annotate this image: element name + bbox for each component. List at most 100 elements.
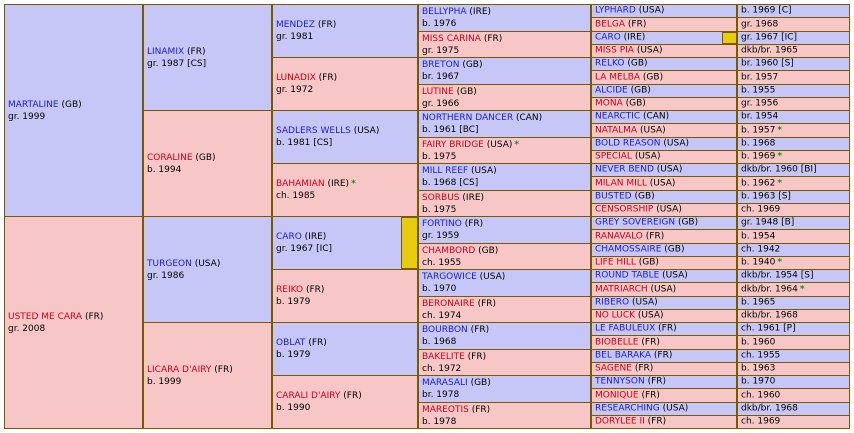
horse-cell: CENSORSHIP (USA): [591, 203, 737, 217]
horse-name-link[interactable]: RANAVALO: [595, 231, 643, 241]
horse-details: gr. 1967 [IC]: [276, 244, 333, 254]
horse-name-link[interactable]: LICARA D'AIRY: [147, 364, 212, 375]
horse-info: CENSORSHIP (USA): [595, 205, 734, 216]
horse-name-link[interactable]: LA MELBA: [595, 72, 641, 82]
horse-name-link[interactable]: CARO: [595, 32, 621, 43]
horse-name-link[interactable]: CHAMOSSAIRE: [595, 244, 662, 255]
horse-origin-text: (FR): [308, 338, 327, 348]
horse-details: b. 1954: [741, 231, 775, 242]
horse-info: TARGOWICE (USA) b. 1970: [422, 271, 588, 295]
horse-name-link[interactable]: CHAMBORD: [422, 245, 476, 256]
horse-name-link[interactable]: BAHAMIAN: [276, 179, 325, 189]
horse-name-link[interactable]: LIFE HILL: [595, 257, 636, 268]
horse-details: b. 1940 *: [741, 258, 782, 269]
horse-name-link[interactable]: MARTALINE: [8, 99, 59, 110]
horse-name-link[interactable]: BIOBELLE: [595, 337, 639, 347]
horse-name-link[interactable]: CARALI D'AIRY: [276, 391, 341, 401]
horse-name-link[interactable]: BRETON: [422, 60, 460, 70]
horse-name-line: TURGEON (USA): [147, 258, 269, 270]
horse-info: RIBERO (USA): [595, 298, 734, 309]
horse-cell: CARALI D'AIRY (FR) b. 1990: [272, 375, 418, 429]
horse-details: b. 1975: [422, 151, 457, 162]
horse-name-link[interactable]: NATALMA: [595, 125, 638, 135]
horse-name-link[interactable]: NEVER BEND: [595, 164, 654, 175]
horse-name-link[interactable]: BOLD REASON: [595, 138, 661, 149]
horse-name-link[interactable]: MAREOTIS: [422, 404, 469, 415]
horse-name-link[interactable]: MENDEZ: [276, 20, 315, 30]
horse-cell: MATRIARCH (USA): [591, 282, 737, 297]
horse-details: b. 1999: [147, 376, 182, 387]
horse-origin-text: (FR): [634, 363, 654, 374]
horse-info: SPECIAL (USA): [595, 152, 734, 163]
horse-name-link[interactable]: ROUND TABLE: [595, 270, 660, 281]
horse-details-cell: ch. 1961 [P]: [737, 322, 850, 336]
horse-name-link[interactable]: SPECIAL: [595, 151, 632, 162]
horse-name-link[interactable]: CENSORSHIP: [595, 204, 654, 215]
horse-details: b. 1976: [422, 19, 457, 29]
horse-name-link[interactable]: MONA: [595, 98, 623, 109]
star-icon: *: [351, 179, 356, 189]
horse-name-link[interactable]: RIBERO: [595, 297, 630, 308]
horse-name-link[interactable]: RELKO: [595, 58, 625, 69]
horse-name-link[interactable]: CARO: [276, 232, 302, 242]
horse-name-link[interactable]: BELLYPHA: [422, 7, 467, 17]
horse-details-cell: gr. 1956: [737, 97, 850, 111]
horse-name-link[interactable]: BERONAIRE: [422, 298, 475, 309]
horse-name-link[interactable]: MARASALI: [422, 378, 468, 388]
horse-origin-text: (GB): [638, 257, 659, 268]
horse-name-link[interactable]: MONIQUE: [595, 390, 639, 400]
horse-name-link[interactable]: BEL BARAKA: [595, 350, 652, 361]
horse-cell: MENDEZ (FR) gr. 1981: [272, 4, 418, 58]
horse-name-line: FAIRY BRIDGE (USA) *: [422, 139, 588, 151]
horse-info: CARO (IRE) gr. 1967 [IC]: [276, 231, 415, 255]
horse-name-link[interactable]: NORTHERN DANCER: [422, 113, 514, 123]
horse-name-link[interactable]: CORALINE: [147, 152, 193, 163]
horse-details: ch. 1961 [P]: [741, 324, 796, 335]
horse-name-link[interactable]: BAKELITE: [422, 351, 465, 362]
horse-name-link[interactable]: GREY SOVEREIGN: [595, 217, 676, 228]
horse-name-link[interactable]: FORTINO: [422, 219, 462, 229]
horse-details-cell: dkb/br. 1965: [737, 44, 850, 58]
horse-name-link[interactable]: MILL REEF: [422, 166, 469, 176]
horse-name-link[interactable]: ALCIDE: [595, 85, 628, 96]
horse-name-link[interactable]: LYPHARD: [595, 5, 636, 16]
horse-origin-text: (GB): [630, 85, 651, 96]
horse-cell: CARO (IRE): [591, 31, 737, 45]
horse-name-link[interactable]: NO LUCK: [595, 310, 636, 321]
horse-name-link[interactable]: NEARCTIC: [595, 111, 641, 122]
horse-name-link[interactable]: FAIRY BRIDGE: [422, 139, 484, 150]
horse-name-link[interactable]: BUSTED: [595, 191, 632, 202]
star-icon: *: [777, 151, 783, 162]
horse-name-link[interactable]: LE FABULEUX: [595, 323, 656, 334]
horse-name-link[interactable]: SADLERS WELLS: [276, 126, 351, 136]
horse-name-link[interactable]: LINAMIX: [147, 46, 185, 57]
horse-name-link[interactable]: TENNYSON: [595, 376, 645, 387]
horse-name-link[interactable]: SAGENE: [595, 363, 632, 374]
horse-cell: RESEARCHING (USA): [591, 402, 737, 416]
horse-details: gr. 1999: [8, 111, 46, 122]
horse-name-link[interactable]: LUTINE: [422, 86, 454, 97]
horse-details-text: b. 1965: [741, 297, 776, 308]
horse-origin-text: (USA): [663, 138, 690, 149]
horse-name-link[interactable]: TURGEON: [147, 258, 192, 269]
horse-name-link[interactable]: MISS CARINA: [422, 33, 481, 44]
horse-name-link[interactable]: DORYLEE II: [595, 416, 645, 427]
horse-name-link[interactable]: BELGA: [595, 19, 626, 29]
horse-name-link[interactable]: USTED ME CARA: [8, 311, 83, 322]
horse-name-link[interactable]: RESEARCHING: [595, 403, 660, 414]
horse-name-link[interactable]: BOURBON: [422, 325, 468, 335]
horse-name-link[interactable]: MILAN MILL: [595, 178, 647, 188]
horse-name-link[interactable]: LUNADIX: [276, 73, 316, 83]
horse-origin-text: (USA): [479, 272, 506, 282]
horse-details-text: b. 1969: [741, 151, 776, 162]
horse-origin-text: (GB): [642, 72, 664, 82]
horse-name-link[interactable]: MATRIARCH: [595, 284, 648, 294]
horse-origin-text: (FR): [641, 337, 660, 347]
horse-name-link[interactable]: TARGOWICE: [422, 272, 477, 282]
horse-name-link[interactable]: MISS PIA: [595, 45, 634, 56]
horse-origin-text: (FR): [343, 391, 362, 401]
horse-name-link[interactable]: REIKO: [276, 285, 304, 295]
horse-name-link[interactable]: OBLAT: [276, 338, 306, 348]
horse-name-link[interactable]: SORBUS: [422, 192, 460, 203]
horse-info: CHAMBORD (GB) ch. 1955: [422, 245, 588, 269]
